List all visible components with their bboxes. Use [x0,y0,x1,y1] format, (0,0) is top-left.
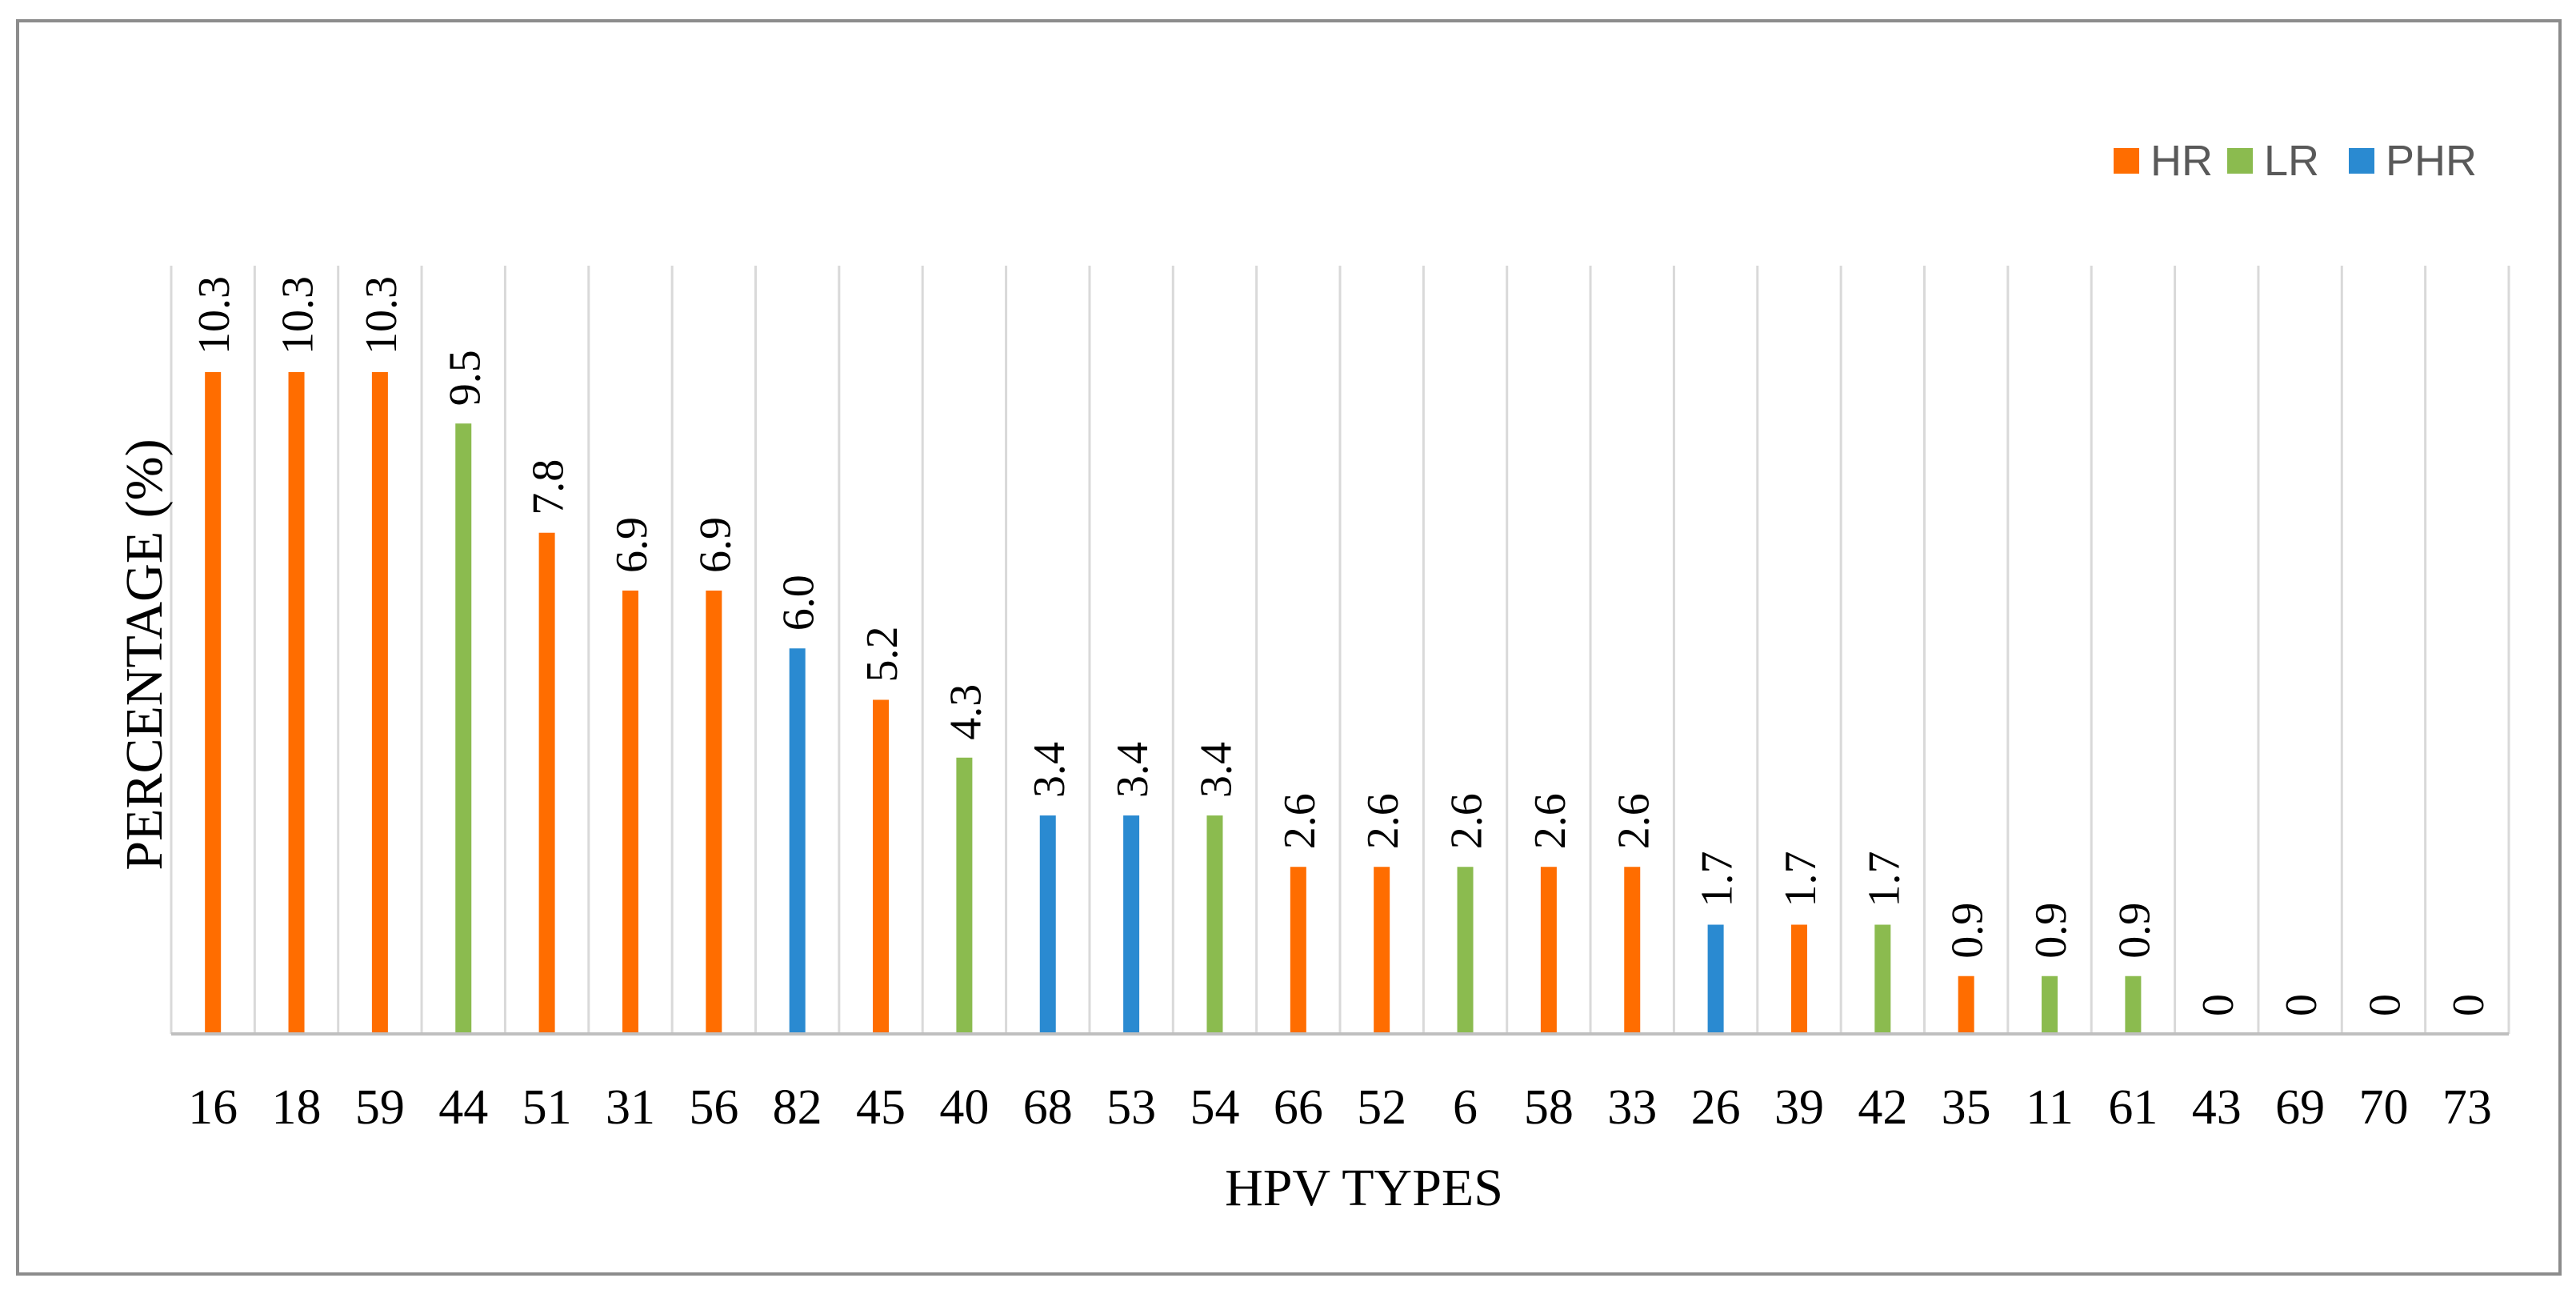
x-tick-label: 82 [773,1080,822,1135]
data-label-hpv-56: 6.9 [690,517,740,573]
legend-swatch-hr [2114,148,2139,174]
x-tick-label: 35 [1942,1080,1991,1135]
x-tick-label: 66 [1274,1080,1323,1135]
data-label-hpv-11: 0.9 [2026,903,2076,959]
data-label-hpv-54: 3.4 [1191,742,1241,798]
x-tick-label: 16 [188,1080,238,1135]
bar-hpv-18 [288,372,305,1034]
legend-label-lr: LR [2264,137,2319,185]
x-tick-label: 51 [522,1080,572,1135]
x-tick-label: 18 [272,1080,322,1135]
data-label-hpv-31: 6.9 [607,517,657,573]
bar-hpv-56 [706,590,722,1034]
chart-frame: 10.3 10.3 10.3 9.5 7.8 6.9 6.9 6.0 5.2 4.3 3.4 3.4 3… [16,19,2562,1276]
x-tick-label: 11 [2026,1080,2074,1135]
data-label-hpv-43: 0 [2194,994,2243,1016]
bar-hpv-44 [455,423,472,1034]
data-label-hpv-40: 4.3 [941,684,990,740]
x-tick-label: 52 [1357,1080,1406,1135]
bar-hpv-42 [1874,924,1891,1034]
bar-hpv-54 [1206,815,1223,1034]
data-label-hpv-70: 0 [2360,994,2410,1016]
legend-label-hr: HR [2150,137,2213,185]
x-tick-label: 42 [1858,1080,1907,1135]
bar-hpv-59 [371,372,388,1034]
data-label-hpv-18: 10.3 [274,276,323,355]
data-label-hpv-45: 5.2 [858,626,907,682]
grid-lines [170,266,2510,1034]
bar-hpv-16 [205,372,222,1034]
x-tick-label: 40 [939,1080,989,1135]
bar-hpv-61 [2125,976,2142,1034]
bar-hpv-58 [1540,867,1557,1034]
data-label-hpv-68: 3.4 [1025,742,1074,798]
x-tick-label: 68 [1023,1080,1073,1135]
x-tick-label: 6 [1453,1080,1478,1135]
x-tick-label: 43 [2192,1080,2242,1135]
x-tick-labels: 16 18 59 44 51 31 56 82 45 40 68 53 54 66 52 6 58 33 26 39 4… [188,1080,2492,1135]
x-tick-label: 58 [1524,1080,1574,1135]
data-label-hpv-69: 0 [2277,994,2326,1016]
bar-hpv-11 [2042,976,2058,1034]
data-label-hpv-39: 1.7 [1776,851,1826,907]
x-tick-label: 33 [1607,1080,1657,1135]
bar-hpv-53 [1123,815,1140,1034]
bar-hpv-45 [873,699,890,1034]
x-tick-label: 61 [2108,1080,2158,1135]
x-tick-label: 69 [2275,1080,2325,1135]
hpv-bar-chart: 10.3 10.3 10.3 9.5 7.8 6.9 6.9 6.0 5.2 4.3 3.4 3.4 3… [115,137,2510,1217]
bar-hpv-6 [1457,867,1474,1034]
data-label-hpv-33: 2.6 [1609,793,1658,849]
bar-hpv-35 [1958,976,1974,1034]
legend-swatch-lr [2227,148,2253,174]
data-label-hpv-58: 2.6 [1526,793,1575,849]
x-axis-title: HPV TYPES [1225,1159,1503,1217]
x-tick-label: 56 [689,1080,738,1135]
bar-hpv-39 [1790,924,1807,1034]
x-tick-label: 26 [1691,1080,1741,1135]
data-label-hpv-82: 6.0 [774,575,824,631]
data-label-hpv-51: 7.8 [524,459,574,515]
x-tick-label: 44 [438,1080,488,1135]
bar-hpv-51 [538,532,555,1034]
x-tick-label: 59 [355,1080,405,1135]
data-label-hpv-44: 9.5 [440,350,490,406]
data-label-hpv-66: 2.6 [1275,793,1325,849]
data-label-hpv-35: 0.9 [1943,903,1993,959]
data-labels: 10.3 10.3 10.3 9.5 7.8 6.9 6.9 6.0 5.2 4.3 3.4 3.4 3… [190,276,2494,1016]
bar-hpv-31 [622,590,638,1034]
x-tick-label: 73 [2442,1080,2492,1135]
bar-hpv-82 [789,648,806,1034]
bar-hpv-40 [956,757,973,1034]
data-label-hpv-61: 0.9 [2110,903,2159,959]
bar-hpv-33 [1624,867,1641,1034]
x-tick-label: 45 [856,1080,906,1135]
data-label-hpv-73: 0 [2444,994,2494,1016]
legend-swatch-phr [2349,148,2374,174]
data-label-hpv-16: 10.3 [190,276,239,355]
bar-hpv-26 [1707,924,1724,1034]
data-label-hpv-42: 1.7 [1859,851,1909,907]
x-tick-label: 54 [1190,1080,1239,1135]
data-label-hpv-59: 10.3 [357,276,406,355]
data-label-hpv-26: 1.7 [1693,851,1742,907]
x-tick-label: 53 [1106,1080,1156,1135]
y-axis-title: PERCENTAGE (%) [115,439,174,870]
legend: HR LR PHR [2114,137,2477,185]
legend-label-phr: PHR [2386,137,2477,185]
bar-hpv-68 [1039,815,1056,1034]
bar-hpv-52 [1374,867,1390,1034]
x-tick-label: 31 [606,1080,655,1135]
x-tick-label: 39 [1774,1080,1824,1135]
x-tick-label: 70 [2358,1080,2408,1135]
bars [205,372,2142,1034]
bar-hpv-66 [1290,867,1306,1034]
data-label-hpv-53: 3.4 [1108,742,1158,798]
data-label-hpv-52: 2.6 [1358,793,1408,849]
data-label-hpv-6: 2.6 [1442,793,1492,849]
